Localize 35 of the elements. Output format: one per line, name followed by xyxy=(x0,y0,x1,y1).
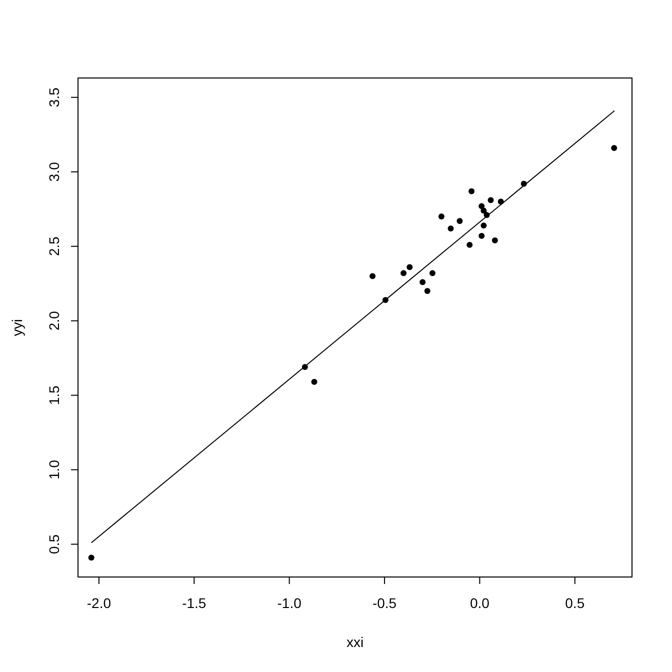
point xyxy=(438,214,444,220)
point xyxy=(492,237,498,244)
y-axis-title: yyi xyxy=(9,318,25,336)
x-tick-label: -2.0 xyxy=(86,595,112,611)
point xyxy=(611,145,618,152)
point xyxy=(311,378,318,385)
y-tick-label: 3.0 xyxy=(46,162,62,182)
x-tick-label: 0.0 xyxy=(470,595,490,611)
y-tick-label: 3.5 xyxy=(46,87,62,108)
y-tick-label: 1.5 xyxy=(46,385,62,406)
point xyxy=(400,270,407,276)
x-tick-label: 0.5 xyxy=(565,595,585,611)
point xyxy=(488,197,494,204)
point xyxy=(424,288,430,294)
y-tick-label: 0.5 xyxy=(46,534,62,554)
point xyxy=(478,203,485,210)
y-tick-label: 2.0 xyxy=(46,310,62,331)
x-axis-title: xxi xyxy=(346,634,364,650)
point xyxy=(478,232,485,239)
point xyxy=(88,554,94,561)
point xyxy=(406,264,413,270)
point xyxy=(370,273,376,280)
point xyxy=(468,188,475,194)
y-tick-label: 1.0 xyxy=(46,460,62,480)
point xyxy=(456,218,463,224)
point xyxy=(448,225,454,232)
point xyxy=(480,222,487,228)
y-tick-label: 2.5 xyxy=(46,236,62,256)
point xyxy=(429,270,436,276)
x-tick-label: -1.0 xyxy=(277,595,302,611)
point xyxy=(420,279,426,286)
point xyxy=(466,242,473,248)
x-tick-label: -1.5 xyxy=(182,595,206,611)
point xyxy=(480,208,487,214)
x-tick-label: -0.5 xyxy=(372,595,397,611)
